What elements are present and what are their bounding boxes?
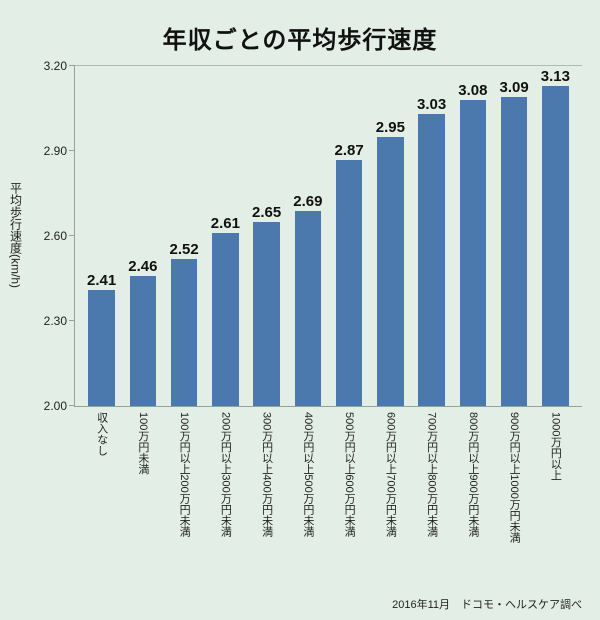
x-label-cell: 800万円以上900万円未満	[452, 407, 493, 560]
x-category-label: 800万円以上900万円未満	[466, 412, 479, 537]
plot-area: 3.20 2.90 2.60 2.30 2.00 2.41 2.46 2.52 2.61 2.65…	[44, 60, 582, 412]
chart-root: 年収ごとの平均歩行速度 平均歩行速度(km/h) 3.20 2.90 2.60 2.3…	[0, 20, 600, 611]
x-label-cell: 400万円以上500万円未満	[287, 407, 328, 560]
bar-column: 3.03	[411, 66, 452, 406]
x-category-label: 100万円以上200万円未満	[178, 412, 191, 537]
bar-column: 2.52	[164, 66, 205, 406]
y-tick-label: 3.20	[43, 59, 67, 73]
bar-column: 2.69	[287, 66, 328, 406]
bar-value-label: 2.69	[293, 192, 323, 210]
chart-body: 平均歩行速度(km/h) 3.20 2.90 2.60 2.30 2.00 2.41 2.4…	[6, 60, 582, 560]
x-category-label: 1000万円以上	[549, 412, 562, 481]
bar-column: 2.41	[81, 66, 122, 406]
y-axis-title: 平均歩行速度(km/h)	[8, 182, 23, 288]
bar-value-label: 3.13	[540, 67, 570, 85]
bar	[335, 159, 363, 406]
bar-value-label: 2.41	[87, 271, 117, 289]
x-category-label: 900万円以上1000万円未満	[508, 412, 521, 543]
bar	[170, 258, 198, 406]
bar-column: 3.08	[452, 66, 493, 406]
x-category-label: 収入なし	[95, 412, 108, 456]
x-category-label: 100万円未満	[136, 412, 149, 475]
bar-column: 3.09	[494, 66, 535, 406]
bar-column: 3.13	[535, 66, 576, 406]
y-tick-label: 2.30	[43, 314, 67, 328]
x-category-label: 500万円以上600万円未満	[343, 412, 356, 537]
bar-column: 2.46	[122, 66, 163, 406]
bar-column: 2.87	[329, 66, 370, 406]
y-tick-mark	[69, 320, 75, 321]
bar	[377, 136, 404, 406]
bar-column: 2.65	[246, 66, 287, 406]
x-label-cell: 600万円以上700万円未満	[370, 407, 411, 560]
bar	[418, 114, 445, 406]
x-label-cell: 100万円以上200万円未満	[164, 407, 205, 560]
bar-value-label: 2.65	[252, 203, 282, 221]
bar-value-label: 3.09	[499, 79, 529, 97]
y-tick-mark	[69, 65, 75, 66]
x-category-label: 200万円以上300万円未満	[219, 412, 232, 537]
x-label-cell: 500万円以上600万円未満	[329, 407, 370, 560]
x-category-label: 300万円以上400万円未満	[260, 412, 273, 537]
bar-column: 2.61	[205, 66, 246, 406]
x-label-cell: 700万円以上800万円未満	[411, 407, 452, 560]
bar-value-label: 2.95	[375, 118, 405, 136]
bar-value-label: 2.87	[334, 141, 364, 159]
bar	[542, 85, 569, 406]
x-category-label: 600万円以上700万円未満	[384, 412, 397, 537]
y-tick-label: 2.90	[43, 144, 67, 158]
plot-wrap: 3.20 2.90 2.60 2.30 2.00 2.41 2.46 2.52 2.61 2.65…	[44, 60, 582, 560]
y-tick-mark	[69, 150, 75, 151]
bar	[294, 210, 322, 406]
bar-value-label: 2.52	[169, 240, 199, 258]
bar-value-label: 2.46	[128, 257, 158, 275]
bar	[129, 275, 157, 406]
bar	[253, 221, 280, 406]
x-label-cell: 収入なし	[81, 407, 122, 560]
y-tick-label: 2.00	[43, 399, 67, 413]
x-axis-labels: 収入なし 100万円未満 100万円以上200万円未満 200万円以上300万円未満 3…	[75, 407, 582, 560]
bar	[459, 100, 487, 406]
x-category-label: 400万円以上500万円未満	[301, 412, 314, 537]
footer-note: 2016年11月 ドコモ・ヘルスケア調べ	[392, 599, 582, 611]
x-label-cell: 200万円以上300万円未満	[205, 407, 246, 560]
bar	[212, 233, 239, 406]
y-tick-mark	[69, 235, 75, 236]
y-tick-mark	[69, 405, 75, 406]
bar-value-label: 3.08	[458, 82, 488, 99]
y-tick-label: 2.60	[43, 229, 67, 243]
bar-column: 2.95	[370, 66, 411, 406]
bar-value-label: 3.03	[417, 96, 447, 114]
y-axis-title-wrap: 平均歩行速度(km/h)	[6, 65, 26, 405]
bar	[500, 97, 528, 406]
x-label-cell: 900万円以上1000万円未満	[494, 407, 535, 560]
x-label-cell: 100万円未満	[122, 407, 163, 560]
bar-value-label: 2.61	[210, 215, 240, 233]
chart-title: 年収ごとの平均歩行速度	[162, 27, 438, 54]
x-label-cell: 1000万円以上	[535, 407, 576, 560]
x-category-label: 700万円以上800万円未満	[425, 412, 438, 537]
x-label-cell: 300万円以上400万円未満	[246, 407, 287, 560]
bar	[88, 289, 115, 406]
